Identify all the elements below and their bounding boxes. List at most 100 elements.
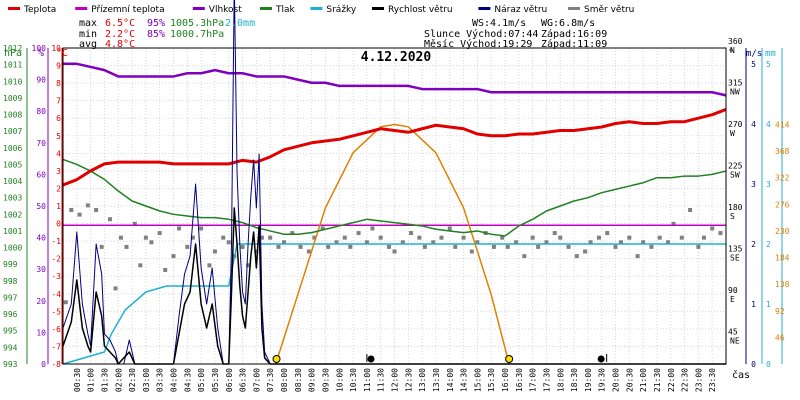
wind-direction-point	[276, 244, 281, 249]
wind-direction-point	[326, 244, 331, 249]
wind-direction-point	[696, 244, 701, 249]
hpa-tick-label: 1008	[3, 111, 22, 120]
wind-direction-point	[469, 249, 474, 254]
wind-direction-point	[254, 249, 259, 254]
x-tick-label: 18:30	[570, 368, 579, 392]
x-tick-label: 11:00	[363, 368, 372, 392]
x-tick-label: 10:30	[349, 368, 358, 392]
sunrise-marker	[272, 355, 281, 363]
x-tick-label: 16:00	[501, 368, 510, 392]
sunset-info: Západ:16:09	[541, 28, 607, 40]
wind-direction-point	[157, 231, 162, 236]
x-tick-label: 03:00	[142, 368, 151, 392]
series-layer	[62, 0, 727, 365]
legend-label: Tlak	[275, 5, 296, 15]
x-tick-label: 00:30	[73, 368, 82, 392]
x-tick-label: 15:00	[473, 368, 482, 392]
wind-gust-info: WG:6.8m/s	[541, 18, 595, 29]
legend-label: Srážky	[326, 5, 357, 15]
wind-direction-point	[113, 286, 118, 291]
moonset-marker	[367, 355, 375, 363]
astro-markers	[272, 354, 608, 363]
dir-tick-label: 45	[728, 328, 738, 337]
degc-tick-label: -5	[51, 307, 61, 316]
stats-block: max 6.5°C 95% 1005.3hPa 2.0mm min 2.2°C …	[79, 18, 255, 50]
ms-tick-label: 0	[751, 360, 756, 369]
x-tick-label: 21:00	[639, 368, 648, 392]
sun-tick-label: 368	[775, 147, 790, 156]
x-tick-label: 21:30	[653, 368, 662, 392]
wind-direction-point	[536, 244, 541, 249]
hpa-tick-label: 1006	[3, 144, 22, 153]
sunset-marker	[505, 355, 514, 363]
max-temp: 6.5°C	[105, 18, 135, 29]
sun-tick-label: 46	[775, 333, 785, 342]
wind-direction-point	[596, 235, 601, 240]
x-tick-label: 10:00	[335, 368, 344, 392]
wind-direction-point	[392, 249, 397, 254]
degc-tick-label: -4	[51, 290, 61, 299]
sun-tick-label: 414	[775, 121, 790, 130]
x-tick-label: 05:00	[197, 368, 206, 392]
temperature-line	[62, 108, 727, 187]
degc-tick-label: 1	[56, 202, 61, 211]
hpa-tick-label: 1001	[3, 227, 22, 236]
wind-direction-point	[246, 263, 251, 268]
wind-direction-point	[171, 254, 176, 259]
legend: Teplota Přízemní teplota Vlhkost Tlak Srážky…	[8, 5, 634, 15]
wind-direction-point	[69, 208, 74, 212]
hpa-tick-label: 995	[3, 327, 18, 336]
x-tick-label: 14:30	[460, 368, 469, 392]
wind-direction-point	[574, 254, 579, 259]
x-tick-label: 19:00	[584, 368, 593, 392]
wind-direction-point	[409, 231, 414, 236]
legend-label: Přízemní teplota	[91, 5, 164, 15]
x-tick-label: 23:30	[708, 368, 717, 392]
legend-swatch	[310, 7, 323, 10]
ms-tick-label: 2	[751, 240, 756, 249]
pct-tick-label: 60	[36, 170, 46, 179]
wind-direction-point	[588, 240, 593, 245]
dir-tick-label: 180	[728, 203, 743, 212]
max-label: max	[79, 18, 97, 29]
degc-tick-label: -8	[51, 360, 61, 369]
dir-letter-label: E	[730, 295, 735, 304]
mm-tick-label: 2	[766, 240, 771, 249]
dir-letter-label: W	[730, 129, 735, 138]
max-hum: 95%	[147, 18, 165, 29]
x-tick-label: 23:00	[694, 368, 703, 392]
wind-direction-point	[505, 244, 510, 249]
x-tick-label: 09:30	[321, 368, 330, 392]
legend-swatch	[75, 7, 88, 10]
moonset-info: Západ:11:09	[541, 38, 607, 50]
x-tick-label: 01:00	[87, 368, 96, 392]
wind-direction-point	[500, 235, 505, 240]
hpa-tick-label: 999	[3, 260, 18, 269]
dir-tick-label: 315	[728, 79, 743, 88]
hpa-tick-label: 1003	[3, 194, 22, 203]
mm-tick-label: 1	[766, 300, 771, 309]
wind-direction-point	[583, 249, 588, 254]
wind-direction-point	[701, 235, 706, 240]
x-tick-label: 22:30	[681, 368, 690, 392]
wind-direction-point	[461, 235, 466, 240]
ms-tick-label: 5	[751, 60, 756, 69]
x-tick-label: 22:00	[667, 368, 676, 392]
degc-tick-label: -6	[51, 325, 61, 334]
legend-label: Rychlost větru	[388, 5, 453, 15]
wind-direction-point	[282, 240, 286, 245]
wind-direction-point	[386, 244, 391, 249]
sun-tick-label: 322	[775, 174, 790, 183]
wind-direction-point	[306, 249, 311, 254]
mm-tick-label: 0	[766, 360, 771, 369]
x-tick-label: 04:30	[183, 368, 192, 392]
pct-tick-label: 40	[36, 234, 46, 243]
min-hum: 85%	[147, 29, 165, 40]
wind-direction-point	[85, 203, 90, 208]
hpa-tick-label: 1009	[3, 94, 22, 103]
wind-direction-point	[679, 235, 684, 240]
wind-direction-point	[552, 231, 557, 236]
wind-direction-point	[163, 267, 168, 272]
min-temp: 2.2°C	[105, 29, 135, 40]
pct-tick-label: 30	[36, 265, 46, 274]
